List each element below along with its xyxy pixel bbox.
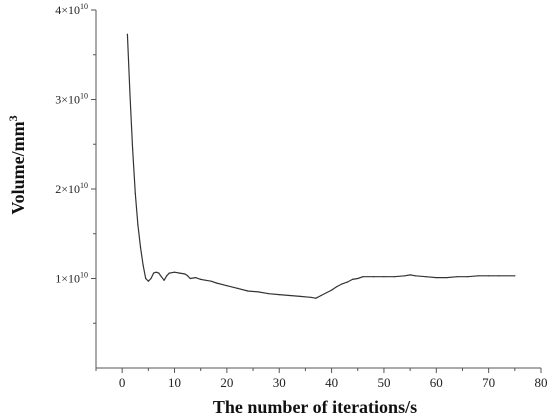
data-point xyxy=(488,275,490,277)
data-point xyxy=(247,290,249,292)
data-point xyxy=(166,275,168,277)
data-point xyxy=(155,271,157,273)
data-point xyxy=(435,277,437,279)
data-point xyxy=(351,278,354,280)
data-point xyxy=(194,277,197,279)
data-point xyxy=(236,287,238,289)
data-point xyxy=(393,276,396,278)
x-tick-label: 0 xyxy=(119,375,126,390)
data-point xyxy=(341,283,343,285)
data-point xyxy=(187,275,189,277)
data-point xyxy=(414,275,416,277)
data-point xyxy=(456,276,458,278)
data-point xyxy=(446,277,448,279)
data-point xyxy=(257,291,259,293)
data-point xyxy=(299,295,301,297)
data-point xyxy=(268,293,270,295)
data-point xyxy=(409,274,411,276)
data-point xyxy=(498,275,500,277)
data-point xyxy=(147,280,149,282)
data-point xyxy=(289,294,291,297)
y-tick-label: 3×1010 xyxy=(55,92,88,107)
x-ticks: 0 10 20 30 40 50 60 70 80 xyxy=(95,368,548,390)
data-points xyxy=(126,33,516,299)
data-point xyxy=(163,279,165,281)
x-tick-label: 30 xyxy=(273,375,286,390)
data-point xyxy=(210,280,212,282)
data-point xyxy=(372,276,375,278)
data-point xyxy=(336,285,338,288)
data-point xyxy=(514,275,516,277)
data-point xyxy=(134,192,136,195)
x-tick-label: 80 xyxy=(535,375,548,390)
data-point xyxy=(467,276,469,278)
data-point xyxy=(215,282,218,284)
data-point xyxy=(383,276,385,278)
data-point xyxy=(205,279,207,281)
x-tick-label: 70 xyxy=(482,375,495,390)
x-tick-label: 50 xyxy=(377,375,390,390)
y-ticks: 1×1010 2×1010 3×1010 4×1010 xyxy=(55,2,96,324)
y-tick-label: 4×1010 xyxy=(55,2,88,17)
y-axis-title: Volume/mm3 xyxy=(6,115,28,214)
x-tick-label: 60 xyxy=(430,375,443,390)
data-point xyxy=(173,271,176,273)
y-axis-title-superscript: 3 xyxy=(6,115,20,121)
data-point xyxy=(320,294,322,297)
data-point xyxy=(278,294,280,296)
x-axis-title: The number of iterations/s xyxy=(213,397,417,417)
data-point xyxy=(404,275,406,277)
data-point xyxy=(132,148,134,150)
data-point xyxy=(139,246,142,248)
data-point xyxy=(362,276,364,278)
data-point xyxy=(145,277,147,280)
data-point xyxy=(179,272,181,274)
data-point xyxy=(152,272,155,274)
x-tick-label: 20 xyxy=(220,375,233,390)
data-point xyxy=(200,278,202,280)
data-point xyxy=(226,285,228,287)
data-point xyxy=(330,289,333,291)
data-point xyxy=(150,277,152,280)
data-point xyxy=(315,297,317,299)
data-point xyxy=(357,277,359,280)
y-tick-label: 1×1010 xyxy=(55,271,88,286)
data-point xyxy=(160,276,163,278)
data-point xyxy=(142,264,144,266)
axes xyxy=(95,10,541,369)
data-point xyxy=(158,272,160,274)
x-tick-label: 40 xyxy=(325,375,338,390)
y-axis-title-text: Volume/mm xyxy=(8,121,28,214)
data-point xyxy=(477,275,479,277)
data-point xyxy=(168,272,170,274)
data-point xyxy=(184,273,186,275)
y-tick-label: 2×1010 xyxy=(55,181,88,196)
data-point xyxy=(346,281,348,283)
data-point xyxy=(189,277,191,280)
data-point xyxy=(129,94,131,96)
data-point xyxy=(425,276,427,278)
volume-series-line xyxy=(126,34,515,299)
data-point xyxy=(126,33,129,35)
data-point xyxy=(310,296,312,298)
data-point xyxy=(137,224,139,226)
x-tick-label: 10 xyxy=(168,375,181,390)
